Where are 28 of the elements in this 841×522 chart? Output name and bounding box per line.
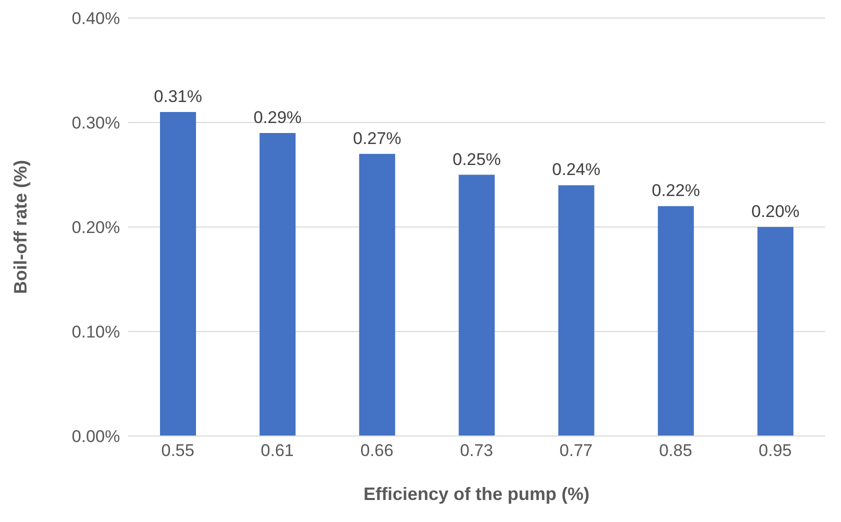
data-label: 0.27%: [353, 128, 402, 148]
bar: [757, 227, 794, 436]
data-label: 0.29%: [253, 108, 302, 127]
x-tick-label: 0.66: [360, 441, 394, 460]
x-axis-title: Efficiency of the pump (%): [363, 484, 590, 504]
y-tick-label: 0.20%: [72, 218, 120, 238]
bar: [458, 174, 495, 436]
data-label: 0.22%: [652, 181, 700, 200]
x-tick-label: 0.85: [659, 441, 692, 460]
x-tick-label: 0.95: [758, 441, 792, 460]
bar: [359, 154, 396, 436]
y-tick-label: 0.10%: [72, 322, 120, 342]
y-tick-label: 0.00%: [72, 427, 120, 446]
data-label: 0.25%: [452, 150, 501, 169]
bar: [558, 185, 594, 436]
x-tick-label: 0.61: [260, 441, 294, 460]
x-tick-label: 0.55: [161, 441, 194, 460]
bar: [658, 206, 694, 436]
data-label: 0.31%: [154, 87, 202, 106]
data-label: 0.24%: [552, 160, 600, 180]
y-tick-label: 0.40%: [72, 9, 120, 28]
bar: [260, 132, 296, 436]
y-tick-label: 0.30%: [72, 114, 120, 133]
x-tick-label: 0.73: [460, 441, 494, 460]
bar: [160, 112, 196, 436]
x-tick-label: 0.77: [560, 441, 593, 460]
y-axis-title: Boil-off rate (%): [10, 160, 30, 294]
data-label: 0.20%: [751, 202, 800, 221]
